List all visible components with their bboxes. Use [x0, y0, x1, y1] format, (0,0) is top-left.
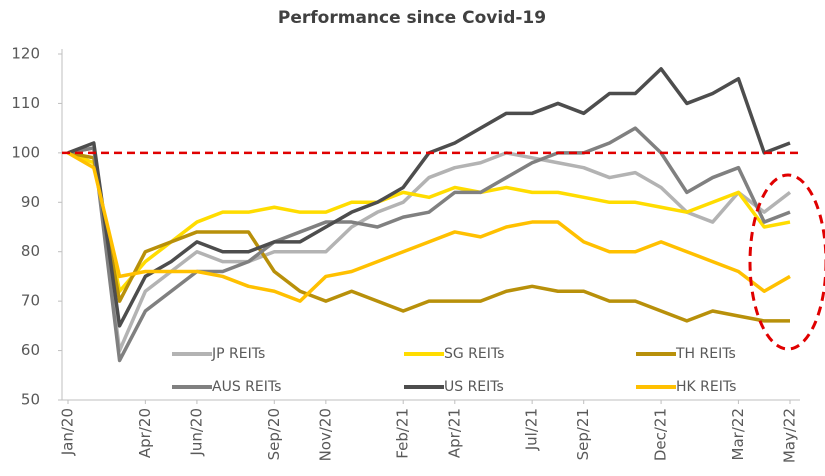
legend-label: HK REITs: [676, 379, 736, 395]
series-line: [67, 146, 792, 353]
legend-label: SG REITs: [444, 346, 504, 362]
y-tick-label: 80: [21, 242, 40, 260]
series-line: [67, 126, 791, 363]
x-tick-label: Dec/21: [652, 408, 670, 461]
x-tick-label: Apr/20: [136, 408, 154, 458]
y-tick-label: 100: [11, 143, 40, 161]
x-tick-label: Sep/20: [265, 408, 283, 460]
x-tick-label: Jan/20: [59, 408, 77, 456]
x-tick-label: Jun/20: [187, 408, 205, 457]
y-tick-label: 90: [21, 193, 40, 211]
x-tick-label: Mar/22: [729, 408, 747, 460]
chart-title: Performance since Covid-19: [278, 8, 546, 28]
x-tick-label: Sep/21: [574, 408, 592, 460]
legend-label: US REITs: [444, 379, 504, 395]
legend-label: JP REITs: [211, 346, 265, 362]
y-tick-label: 60: [21, 341, 40, 359]
x-tick-label: Jul/21: [523, 408, 541, 451]
x-tick-label: Nov/20: [316, 408, 334, 461]
y-tick-label: 50: [21, 391, 40, 409]
highlight-ellipse: [748, 173, 825, 351]
legend-label: AUS REITs: [212, 379, 281, 395]
x-tick-label: Feb/21: [394, 408, 412, 459]
series-line: [67, 151, 791, 303]
legend-label: TH REITs: [675, 346, 736, 362]
y-tick-label: 70: [21, 292, 40, 310]
x-tick-label: Apr/21: [445, 408, 463, 458]
y-tick-label: 110: [11, 94, 40, 112]
y-tick-label: 120: [11, 45, 40, 63]
x-tick-label: May/22: [781, 408, 799, 463]
series-line: [67, 151, 791, 294]
series-line: [67, 151, 790, 323]
